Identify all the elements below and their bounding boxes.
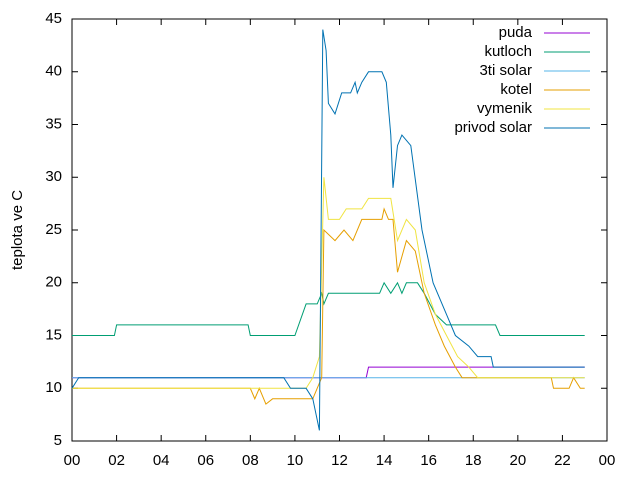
y-tick-label: 5 xyxy=(54,432,62,449)
legend-label: vymenik xyxy=(477,100,533,117)
y-tick-label: 40 xyxy=(45,63,62,80)
y-tick-label: 15 xyxy=(45,326,62,343)
legend-label: privod solar xyxy=(454,119,532,136)
legend-label: kotel xyxy=(500,81,532,98)
series-line xyxy=(72,366,585,379)
series-line xyxy=(72,207,585,405)
y-tick-label: 35 xyxy=(45,115,62,132)
x-tick-label: 16 xyxy=(420,452,437,469)
x-tick-label: 10 xyxy=(287,452,304,469)
series-line xyxy=(72,281,585,336)
x-tick-label: 12 xyxy=(331,452,348,469)
series-line xyxy=(72,177,585,389)
y-tick-label: 25 xyxy=(45,221,62,238)
y-tick-label: 20 xyxy=(45,274,62,291)
legend-label: puda xyxy=(499,24,533,41)
x-tick-label: 00 xyxy=(64,452,81,469)
x-tick-label: 02 xyxy=(108,452,125,469)
y-tick-label: 10 xyxy=(45,379,62,396)
y-tick-label: 30 xyxy=(45,168,62,185)
x-tick-label: 14 xyxy=(376,452,393,469)
x-tick-label: 08 xyxy=(242,452,259,469)
y-axis-label: teplota ve C xyxy=(9,190,26,270)
x-tick-label: 04 xyxy=(153,452,170,469)
x-tick-label: 00 xyxy=(599,452,616,469)
legend-label: 3ti solar xyxy=(479,62,532,79)
x-tick-label: 06 xyxy=(197,452,214,469)
series-line xyxy=(71,29,585,431)
x-tick-label: 20 xyxy=(509,452,526,469)
legend-label: kutloch xyxy=(484,43,532,60)
y-tick-label: 45 xyxy=(45,10,62,27)
x-tick-label: 18 xyxy=(465,452,482,469)
x-tick-label: 22 xyxy=(554,452,571,469)
